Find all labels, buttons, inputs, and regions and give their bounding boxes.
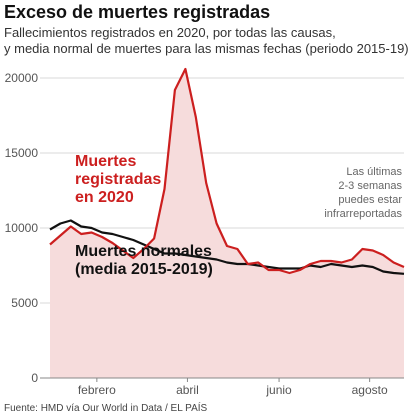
y-tick-label: 5000 — [11, 296, 38, 310]
registered-series-label: registradas — [75, 171, 161, 188]
x-tick-label: febrero — [78, 383, 116, 397]
normal-series-label: Muertes normales — [75, 243, 212, 260]
chart-subtitle-line-2: y media normal de muertes para las misma… — [4, 41, 409, 56]
annotation-text: 2-3 semanas — [338, 180, 402, 192]
registered-series-label: Muertes — [75, 153, 136, 170]
y-tick-label: 0 — [31, 371, 38, 385]
y-tick-label: 20000 — [5, 71, 39, 85]
chart-subtitle-line-1: Fallecimientos registrados en 2020, por … — [4, 25, 336, 40]
annotation-text: Las últimas — [346, 166, 402, 178]
series-line-normal — [49, 219, 405, 275]
x-tick-label: abril — [176, 383, 199, 397]
annotation-text: infrarreportadas — [324, 208, 402, 220]
x-tick-label: agosto — [352, 383, 388, 397]
series-line-registered — [49, 67, 405, 275]
registered-series-label: en 2020 — [75, 189, 134, 206]
chart-title: Exceso de muertes registradas — [4, 2, 271, 22]
y-tick-label: 15000 — [5, 146, 39, 160]
x-tick-label: junio — [265, 383, 292, 397]
y-tick-label: 10000 — [5, 221, 39, 235]
source-note: Fuente: HMD vía Our World in Data / EL P… — [4, 403, 208, 414]
normal-series-label: (media 2015-2019) — [75, 261, 213, 278]
annotation-text: puedes estar — [338, 194, 402, 206]
excess-area — [50, 69, 404, 378]
